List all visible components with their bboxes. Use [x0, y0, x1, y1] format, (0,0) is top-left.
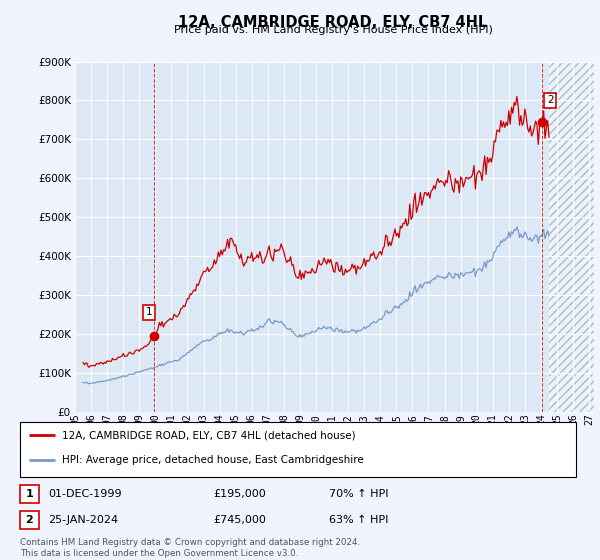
FancyBboxPatch shape [20, 485, 39, 503]
Text: 2: 2 [25, 515, 33, 525]
Text: 1: 1 [25, 489, 33, 499]
Text: 2: 2 [547, 96, 553, 105]
Text: Price paid vs. HM Land Registry's House Price Index (HPI): Price paid vs. HM Land Registry's House … [173, 25, 493, 35]
Text: 63% ↑ HPI: 63% ↑ HPI [329, 515, 388, 525]
FancyBboxPatch shape [20, 511, 39, 529]
Text: HPI: Average price, detached house, East Cambridgeshire: HPI: Average price, detached house, East… [62, 455, 364, 465]
Text: 12A, CAMBRIDGE ROAD, ELY, CB7 4HL (detached house): 12A, CAMBRIDGE ROAD, ELY, CB7 4HL (detac… [62, 430, 356, 440]
Text: 01-DEC-1999: 01-DEC-1999 [49, 489, 122, 499]
Text: £195,000: £195,000 [214, 489, 266, 499]
Text: This data is licensed under the Open Government Licence v3.0.: This data is licensed under the Open Gov… [20, 548, 298, 558]
Text: 70% ↑ HPI: 70% ↑ HPI [329, 489, 388, 499]
Text: 12A, CAMBRIDGE ROAD, ELY, CB7 4HL: 12A, CAMBRIDGE ROAD, ELY, CB7 4HL [178, 15, 488, 30]
FancyBboxPatch shape [20, 422, 577, 477]
Text: Contains HM Land Registry data © Crown copyright and database right 2024.: Contains HM Land Registry data © Crown c… [20, 538, 360, 547]
Text: £745,000: £745,000 [214, 515, 266, 525]
Text: 25-JAN-2024: 25-JAN-2024 [49, 515, 119, 525]
Text: 1: 1 [146, 307, 152, 318]
